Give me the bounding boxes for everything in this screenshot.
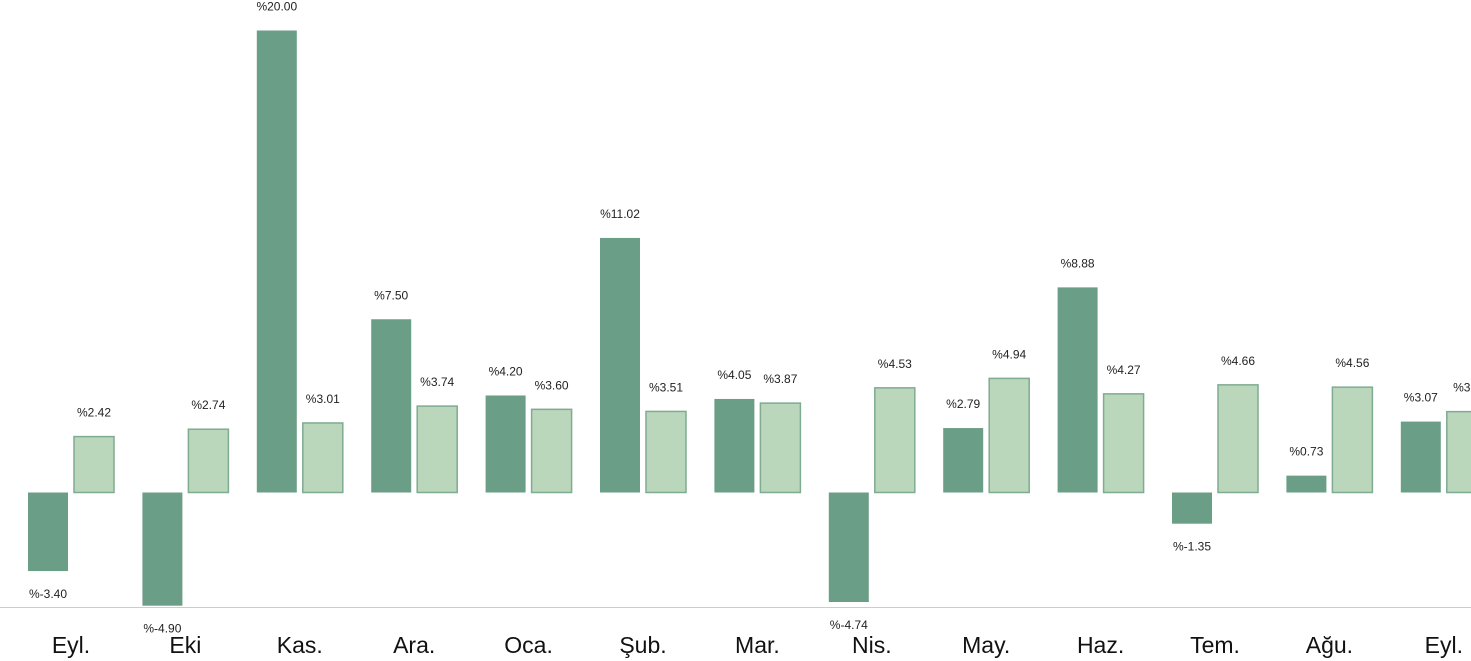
category-label-11: Ağu. [1306,632,1353,658]
bar-s2-5 [645,410,687,494]
category-label-6: Mar. [735,632,780,658]
bar-value-label-s2-12: %3.5 [1453,381,1471,395]
bar-s2-10 [1217,384,1259,494]
category-label-0: Eyl. [52,632,90,658]
category-label-2: Kas. [277,632,323,658]
bar-value-label-s2-2: %3.01 [306,392,340,406]
category-label-1: Eki [169,632,201,658]
bar-value-label-s2-1: %2.74 [191,398,225,412]
bar-s1-12 [1400,421,1441,493]
bar-s2-8 [988,377,1030,494]
bar-labels-group: %-3.40 %2.42 %-4.90 %2.74 %20.00 %3.01 %7.50 %3… [29,0,1471,636]
bar-s1-7 [828,492,869,602]
bar-s2-9 [1102,393,1145,494]
bar-value-label-s2-11: %4.56 [1335,356,1369,370]
bar-s1-6 [714,398,755,493]
bar-value-label-s2-10: %4.66 [1221,354,1255,368]
bar-s1-11 [1286,475,1327,493]
bar-s2-0 [73,435,115,494]
bar-value-label-s1-6: %4.05 [717,368,751,382]
bar-s2-1 [187,428,230,494]
bar-s2-4 [530,408,573,494]
bar-s1-10 [1172,492,1212,524]
bar-value-label-s1-9: %8.88 [1061,256,1095,270]
bar-value-label-s2-5: %3.51 [649,380,683,394]
bar-value-label-s2-8: %4.94 [992,347,1026,361]
category-label-7: Nis. [852,632,892,658]
bar-value-label-s1-3: %7.50 [374,288,408,302]
category-label-5: Şub. [619,632,666,658]
bar-value-label-s1-0: %-3.40 [29,587,67,601]
bar-value-label-s2-6: %3.87 [763,372,797,386]
bar-value-label-s1-8: %2.79 [946,397,980,411]
bars-group [28,30,1471,606]
bar-s1-4 [485,395,526,493]
category-label-8: May. [962,632,1010,658]
bar-s1-0 [28,492,68,572]
bar-value-label-s1-5: %11.02 [600,207,640,221]
bar-value-label-s1-7: %-4.74 [830,618,868,632]
bar-s2-3 [416,405,458,494]
category-label-10: Tem. [1190,632,1240,658]
bar-s2-12 [1446,410,1471,494]
category-label-9: Haz. [1077,632,1124,658]
bar-value-label-s2-7: %4.53 [878,357,912,371]
bar-s1-1 [142,492,183,606]
bar-s2-2 [302,422,344,494]
bar-value-label-s2-3: %3.74 [420,375,454,389]
bar-value-label-s1-11: %0.73 [1289,445,1323,459]
bar-value-label-s1-12: %3.07 [1404,391,1438,405]
bar-value-label-s2-4: %3.60 [535,378,569,392]
bar-value-label-s2-9: %4.27 [1107,363,1141,377]
bar-value-label-s1-1: %-4.90 [143,622,181,636]
category-label-4: Oca. [504,632,553,658]
bar-s2-7 [874,387,916,494]
bar-value-label-s1-10: %-1.35 [1173,540,1211,554]
bar-value-label-s1-2: %20.00 [256,0,297,14]
bar-s1-9 [1057,287,1098,493]
bar-s1-2 [256,30,297,493]
bar-value-label-s2-0: %2.42 [77,406,111,420]
bar-s2-11 [1331,386,1374,494]
category-label-12: Eyl. [1425,632,1463,658]
category-labels-group: Eyl. Eki Kas. Ara. Oca. Şub. Mar. Nis. May. Haz. T… [52,632,1463,658]
category-label-3: Ara. [393,632,435,658]
bar-s1-5 [600,237,640,493]
bar-value-label-s1-4: %4.20 [489,364,523,378]
bar-s1-3 [371,319,412,493]
bar-s1-8 [943,428,984,493]
bar-s2-6 [759,402,802,494]
